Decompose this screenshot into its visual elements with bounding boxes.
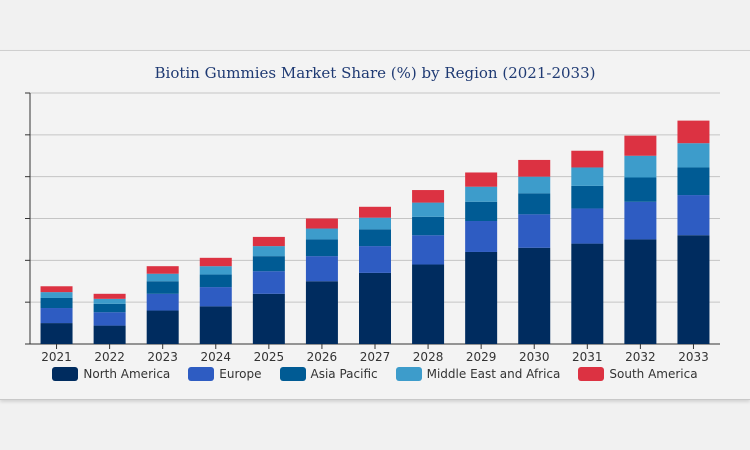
bar-middle-east-and-africa-2024 <box>199 266 232 275</box>
legend-swatch <box>395 367 422 381</box>
bar-europe-2024 <box>199 287 232 307</box>
bar-europe-2022 <box>93 312 126 326</box>
bar-south-america-2031 <box>571 150 604 168</box>
bar-asia-pacific-2023 <box>146 281 179 294</box>
bar-south-america-2032 <box>624 135 657 156</box>
bar-europe-2029 <box>465 221 498 252</box>
bar-north-america-2028 <box>412 264 445 344</box>
legend-label: Asia Pacific <box>310 367 378 381</box>
x-tick-label: 2032 <box>625 350 656 364</box>
legend-label: South America <box>609 367 698 381</box>
legend-item[interactable]: Europe <box>188 367 262 381</box>
legend-swatch <box>52 367 79 381</box>
bar-south-america-2027 <box>359 206 391 218</box>
bar-middle-east-and-africa-2028 <box>412 202 445 217</box>
bar-europe-2021 <box>40 308 73 324</box>
bar-north-america-2030 <box>518 247 551 344</box>
legend-swatch <box>279 367 306 381</box>
bar-south-america-2022 <box>93 293 126 299</box>
bar-europe-2025 <box>252 271 285 294</box>
bar-asia-pacific-2031 <box>571 185 604 209</box>
legend-item[interactable]: South America <box>578 367 698 381</box>
bar-north-america-2026 <box>305 281 338 344</box>
bar-asia-pacific-2033 <box>677 167 710 196</box>
x-tick-label: 2022 <box>94 350 125 364</box>
bar-south-america-2026 <box>305 218 338 229</box>
bar-middle-east-and-africa-2021 <box>40 292 73 298</box>
bar-europe-2033 <box>677 195 710 236</box>
bar-north-america-2025 <box>252 293 285 344</box>
bar-europe-2032 <box>624 201 657 240</box>
bar-north-america-2022 <box>93 325 126 344</box>
bar-middle-east-and-africa-2025 <box>252 246 285 257</box>
bar-europe-2027 <box>359 246 391 273</box>
bar-asia-pacific-2021 <box>40 297 73 309</box>
bar-north-america-2027 <box>359 272 391 344</box>
x-tick-label: 2026 <box>307 350 338 364</box>
legend-swatch <box>578 367 605 381</box>
bar-south-america-2030 <box>518 159 551 177</box>
bar-europe-2028 <box>412 235 445 265</box>
legend-item[interactable]: Asia Pacific <box>279 367 378 381</box>
x-tick-label: 2025 <box>254 350 285 364</box>
bar-middle-east-and-africa-2032 <box>624 155 657 178</box>
legend-label: Europe <box>219 367 262 381</box>
bar-asia-pacific-2026 <box>305 239 338 257</box>
bar-asia-pacific-2025 <box>252 256 285 272</box>
bar-middle-east-and-africa-2029 <box>465 186 498 202</box>
bar-south-america-2024 <box>199 257 232 267</box>
bar-south-america-2023 <box>146 266 179 274</box>
bar-europe-2023 <box>146 293 179 311</box>
bar-north-america-2032 <box>624 239 657 344</box>
x-tick-label: 2028 <box>413 350 444 364</box>
x-tick-label: 2029 <box>466 350 497 364</box>
x-tick-label: 2027 <box>360 350 391 364</box>
legend-label: Middle East and Africa <box>426 367 561 381</box>
x-tick-label: 2021 <box>41 350 72 364</box>
bar-middle-east-and-africa-2027 <box>359 217 391 230</box>
x-tick-label: 2023 <box>147 350 178 364</box>
bar-europe-2026 <box>305 256 338 282</box>
chart-legend: North America Europe Asia Pacific Middle Ea… <box>0 367 750 381</box>
chart-title: Biotin Gummies Market Share (%) by Regio… <box>154 64 596 82</box>
bar-north-america-2029 <box>465 251 498 344</box>
bar-asia-pacific-2022 <box>93 303 126 313</box>
x-tick-label: 2024 <box>200 350 231 364</box>
bar-south-america-2028 <box>412 190 445 203</box>
bar-middle-east-and-africa-2033 <box>677 143 710 168</box>
bar-asia-pacific-2032 <box>624 177 657 202</box>
bar-north-america-2021 <box>40 323 73 344</box>
bar-europe-2030 <box>518 214 551 248</box>
bar-south-america-2021 <box>40 286 73 293</box>
bar-middle-east-and-africa-2026 <box>305 228 338 240</box>
bar-south-america-2025 <box>252 236 285 247</box>
bar-europe-2031 <box>571 208 604 244</box>
bar-asia-pacific-2028 <box>412 216 445 236</box>
x-tick-label: 2031 <box>572 350 603 364</box>
bar-north-america-2023 <box>146 310 179 344</box>
bar-north-america-2031 <box>571 243 604 344</box>
x-tick-label: 2030 <box>519 350 550 364</box>
bar-north-america-2033 <box>677 235 710 344</box>
bar-middle-east-and-africa-2031 <box>571 167 604 186</box>
legend-item[interactable]: North America <box>52 367 170 381</box>
bar-south-america-2029 <box>465 172 498 187</box>
bar-middle-east-and-africa-2023 <box>146 273 179 282</box>
legend-swatch <box>188 367 215 381</box>
bar-middle-east-and-africa-2030 <box>518 176 551 194</box>
bar-asia-pacific-2024 <box>199 274 232 288</box>
bar-north-america-2024 <box>199 306 232 344</box>
x-tick-label: 2033 <box>678 350 709 364</box>
bar-asia-pacific-2030 <box>518 193 551 215</box>
legend-label: North America <box>83 367 171 381</box>
legend-item[interactable]: Middle East and Africa <box>395 367 561 381</box>
bar-asia-pacific-2027 <box>359 229 391 247</box>
bar-middle-east-and-africa-2022 <box>93 298 126 304</box>
bar-south-america-2033 <box>677 120 710 144</box>
bar-asia-pacific-2029 <box>465 201 498 222</box>
